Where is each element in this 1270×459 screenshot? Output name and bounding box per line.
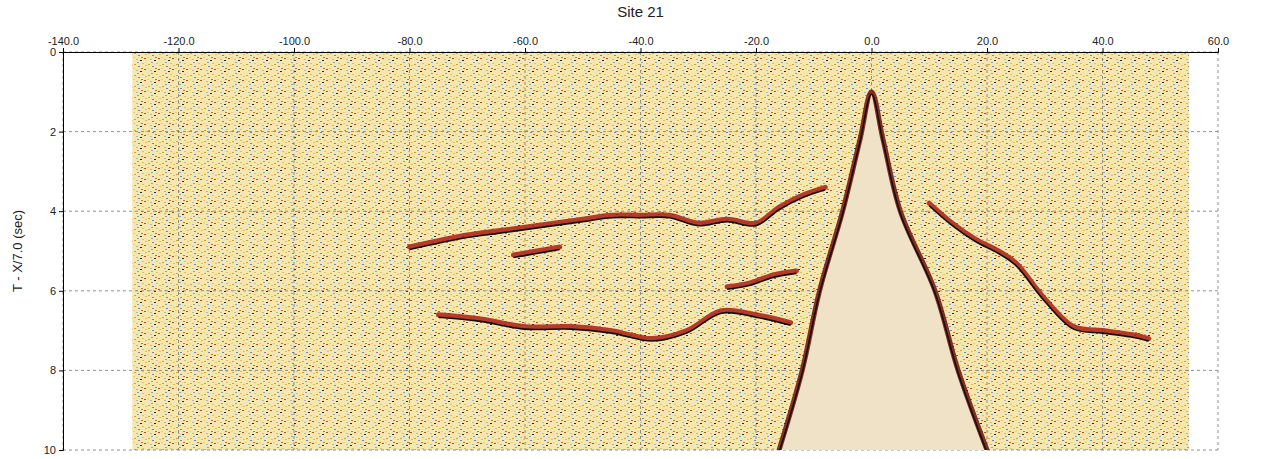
x-tick: -80.0 (397, 35, 422, 52)
x-tick-label: 40.0 (1092, 35, 1113, 47)
x-axis: -140.0-120.0-100.0-80.0-60.0-40.0-20.00.… (48, 35, 1229, 53)
y-tick: 4 (50, 205, 63, 217)
chart: -140.0-120.0-100.0-80.0-60.0-40.0-20.00.… (0, 0, 1270, 459)
x-tick-mark (525, 48, 526, 52)
x-tick-label: -40.0 (628, 35, 653, 47)
y-tick-mark (59, 291, 63, 292)
x-tick-label: -120.0 (163, 35, 194, 47)
phases (410, 92, 1149, 450)
x-tick-label: -80.0 (397, 35, 422, 47)
y-tick-mark (59, 132, 63, 133)
grid-line (294, 52, 295, 450)
grid-line (1102, 52, 1103, 450)
phase-wiggle (727, 273, 796, 289)
y-tick-label: 8 (50, 364, 56, 376)
x-tick-label: -60.0 (513, 35, 538, 47)
phase-wiggle (779, 94, 987, 450)
grid-line (63, 370, 1218, 371)
phase-wiggle (513, 250, 559, 258)
grid-line (1218, 52, 1219, 450)
y-tick: 2 (50, 126, 63, 138)
grid-line (63, 211, 1218, 212)
phase-line (727, 271, 796, 287)
grid-line (640, 52, 641, 450)
x-tick-mark (410, 48, 411, 52)
x-tick: 60.0 (1208, 35, 1229, 52)
x-tick-mark (756, 48, 757, 52)
grid-line (63, 131, 1218, 132)
data-area (132, 52, 1189, 450)
grid (63, 52, 1218, 450)
x-tick-label: 60.0 (1208, 35, 1229, 47)
x-tick-mark (294, 48, 295, 52)
y-tick-mark (59, 52, 63, 53)
record-section (132, 52, 1189, 450)
x-tick-mark (1103, 48, 1104, 52)
y-tick: 10 (44, 444, 63, 456)
y-axis-line (59, 53, 64, 451)
x-tick-mark (641, 48, 642, 52)
x-tick-mark (63, 48, 64, 52)
y-tick-mark (59, 450, 63, 451)
y-axis: 0 2 4 6 8 10 (44, 46, 64, 456)
x-tick: -40.0 (628, 35, 653, 52)
x-axis-line (64, 48, 1219, 53)
x-tick-label: -20.0 (744, 35, 769, 47)
phase-wiggle (410, 190, 826, 250)
title: Site 21 (617, 3, 664, 20)
y-tick-label: 2 (50, 126, 56, 138)
x-tick: -100.0 (279, 35, 310, 52)
y-tick-label: 6 (50, 285, 56, 297)
grid-line (63, 450, 1218, 451)
y-tick: 6 (50, 285, 63, 297)
x-tick-label: 0.0 (864, 35, 879, 47)
x-tick: -20.0 (744, 35, 769, 52)
grid-line (63, 290, 1218, 291)
grid-line (409, 52, 410, 450)
x-tick: -60.0 (513, 35, 538, 52)
x-tick: 40.0 (1092, 35, 1113, 52)
plot: -140.0-120.0-100.0-80.0-60.0-40.0-20.00.… (44, 35, 1229, 456)
phase-line (929, 203, 1148, 338)
x-tick-mark (872, 48, 873, 52)
grid-line (987, 52, 988, 450)
x-tick-label: 20.0 (977, 35, 998, 47)
grid-line (756, 52, 757, 450)
y-axis-title: T - X/7.0 (sec) (10, 210, 25, 292)
y-tick-label: 4 (50, 205, 56, 217)
x-tick: -120.0 (163, 35, 194, 52)
y-tick-mark (59, 370, 63, 371)
x-tick-label: -100.0 (279, 35, 310, 47)
y-tick-label: 10 (44, 444, 56, 456)
y-tick: 0 (50, 46, 63, 58)
x-tick: 20.0 (977, 35, 998, 52)
x-tick: 0.0 (864, 35, 879, 52)
grid-line (178, 52, 179, 450)
y-tick: 8 (50, 364, 63, 376)
x-tick-mark (179, 48, 180, 52)
x-tick-mark (1218, 48, 1219, 52)
y-tick-mark (59, 211, 63, 212)
x-tick-mark (987, 48, 988, 52)
y-tick-label: 0 (50, 46, 56, 58)
phase-wiggle (929, 206, 1148, 341)
phase-wiggle (438, 313, 790, 342)
